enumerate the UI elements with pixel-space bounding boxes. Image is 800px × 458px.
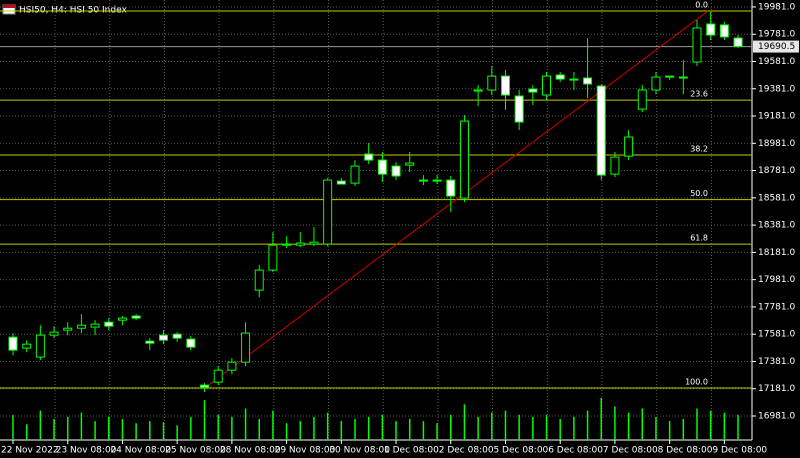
candle-body (596, 85, 606, 176)
candle-body (473, 89, 483, 92)
candle-body (200, 384, 210, 388)
candle-body (213, 369, 223, 383)
candle-body (282, 243, 292, 246)
fib-label: 38.2 (690, 145, 708, 154)
candle-body (624, 136, 634, 157)
x-tick-label: 25 Nov 08:00 (165, 446, 226, 456)
candle-body (268, 244, 278, 271)
candle-body (706, 23, 716, 36)
candle-body (651, 76, 661, 91)
candle-body (514, 95, 524, 123)
x-tick-label: 7 Dec 08:00 (603, 446, 658, 456)
candle-body (364, 153, 374, 161)
candle-body (158, 334, 168, 341)
candle-body (418, 179, 428, 182)
x-tick-label: 1 Dec 08:00 (384, 446, 439, 456)
candle-body (22, 343, 32, 349)
candle-body (665, 75, 675, 78)
y-tick-label: 18381.0 (758, 221, 795, 231)
candle-body (432, 179, 442, 182)
fib-label: 23.6 (690, 90, 708, 99)
candle-body (446, 179, 456, 197)
y-tick-label: 19981.0 (758, 2, 795, 12)
y-tick-label: 18181.0 (758, 248, 795, 258)
y-tick-label: 17181.0 (758, 384, 795, 394)
candle-body (719, 24, 729, 38)
candle-body (309, 241, 319, 245)
candle-body (487, 75, 497, 91)
candle-body (8, 336, 18, 351)
y-tick-label: 17381.0 (758, 357, 795, 367)
y-tick-label: 18781.0 (758, 166, 795, 176)
candle-body (569, 78, 579, 81)
y-tick-label: 18981.0 (758, 139, 795, 149)
candle-body (733, 37, 743, 48)
candle-body (678, 76, 688, 79)
candle-body (49, 331, 59, 336)
candle-body (241, 332, 251, 363)
candle-body (104, 321, 114, 327)
x-tick-label: 5 Dec 08:00 (493, 446, 548, 456)
chart-title: HSI50, H4: HSI 50 Index (19, 6, 127, 16)
y-tick-label: 19781.0 (758, 30, 795, 40)
candle-body (391, 165, 401, 177)
y-tick-label: 19581.0 (758, 57, 795, 67)
candle-body (63, 327, 73, 331)
candle-body (186, 338, 196, 348)
fib-label: 61.8 (690, 234, 708, 243)
x-tick-label: 23 Nov 08:00 (56, 446, 117, 456)
x-tick-label: 28 Nov 08:00 (220, 446, 281, 456)
candle-body (637, 89, 647, 110)
x-tick-label: 29 Nov 08:00 (275, 446, 336, 456)
y-tick-label: 19381.0 (758, 84, 795, 94)
candle-body (555, 74, 565, 80)
candle-body (117, 317, 127, 321)
x-tick-label: 6 Dec 08:00 (548, 446, 603, 456)
candle-body (528, 88, 538, 93)
y-tick-label: 17781.0 (758, 302, 795, 312)
trend-line (204, 10, 709, 389)
candle-body (131, 315, 141, 319)
candle-body (542, 75, 552, 96)
y-tick-label: 17981.0 (758, 275, 795, 285)
candle-body (323, 179, 333, 245)
candle-body (350, 165, 360, 184)
candle-body (254, 269, 264, 291)
candle-body (583, 77, 593, 85)
y-tick-label: 16981.0 (758, 412, 795, 422)
x-tick-label: 9 Dec 08:00 (712, 446, 767, 456)
current-price-tag (753, 40, 799, 53)
x-tick-label: 30 Nov 08:00 (329, 446, 390, 456)
candle-body (35, 334, 45, 358)
fib-label: 50.0 (690, 189, 708, 198)
x-tick-label: 24 Nov 08:00 (110, 446, 171, 456)
candle-body (459, 120, 469, 199)
candle-body (610, 156, 620, 175)
y-tick-label: 18581.0 (758, 193, 795, 203)
candle-body (145, 340, 155, 344)
candle-body (295, 242, 305, 246)
fib-label: 0.0 (695, 1, 708, 10)
candle-body (377, 159, 387, 175)
candle-body (692, 27, 702, 63)
candle-body (336, 180, 346, 185)
x-tick-label: 2 Dec 08:00 (439, 446, 494, 456)
candle-body (76, 324, 86, 329)
fib-label: 100.0 (685, 378, 708, 387)
current-price-label: 19690.5 (758, 42, 795, 52)
x-tick-label: 22 Nov 2022 (1, 446, 59, 456)
candle-body (90, 323, 100, 328)
y-tick-label: 17581.0 (758, 330, 795, 340)
candle-body (227, 361, 237, 371)
candle-body (405, 162, 415, 166)
y-tick-label: 19181.0 (758, 112, 795, 122)
candle-body (500, 75, 510, 96)
candle-body (172, 333, 182, 339)
x-tick-label: 8 Dec 08:00 (658, 446, 713, 456)
